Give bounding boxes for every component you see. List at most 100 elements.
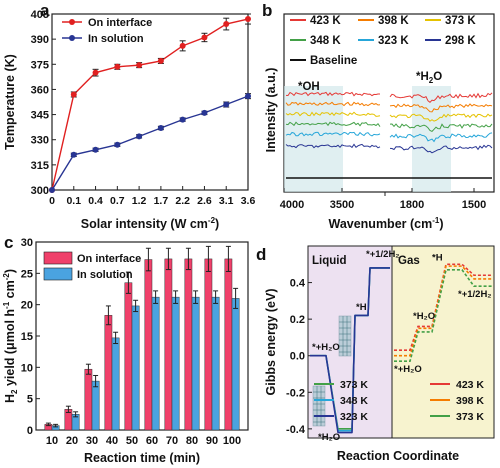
state-label-liquid-h2o: *H₂O <box>318 432 340 443</box>
x-tick-label-c: 100 <box>223 435 241 447</box>
bar-0 <box>144 259 153 431</box>
bar-0 <box>124 282 133 431</box>
legend-label-c-solution: In solution <box>77 269 133 281</box>
panel-d: d Liquid Gas -0.4 -0.2 0.0 0.2 0.4 Gibbs ene… <box>256 245 495 463</box>
legend-label-d-liquid: 348 K <box>340 395 368 407</box>
oh-annotation: *OH <box>298 81 320 93</box>
data-point <box>157 124 164 131</box>
y-tick-label-c: 30 <box>21 237 33 249</box>
data-point <box>223 101 230 108</box>
spectrum-left-4 <box>285 131 381 137</box>
y-tick-label-d: -0.4 <box>286 424 306 436</box>
data-point <box>70 151 77 158</box>
bar-1 <box>131 305 140 431</box>
legend-label-d-gas: 373 K <box>456 411 484 423</box>
data-point <box>179 42 186 49</box>
data-point <box>70 91 77 98</box>
x-tick-label-c: 70 <box>166 435 178 447</box>
legend-label-solution: In solution <box>88 33 144 45</box>
state-label-gas-start: *+H₂O <box>394 364 422 375</box>
panel-label-a: a <box>40 1 50 20</box>
legend-label-d-liquid: 323 K <box>340 411 368 423</box>
legend-label-d-gas: 423 K <box>456 379 484 391</box>
legend-label-b: 298 K <box>445 35 476 47</box>
x-tick-label-c: 60 <box>146 435 158 447</box>
legend-label-d-gas: 398 K <box>456 395 484 407</box>
bar-1 <box>111 337 120 431</box>
x-axis-label-d: Reaction Coordinate <box>337 449 459 463</box>
y-tick-label-a: 375 <box>31 59 49 71</box>
x-tick-label-b: 1500 <box>462 199 486 211</box>
spectrum-right-2 <box>389 113 493 122</box>
x-tick-label-a: 1.2 <box>132 195 147 207</box>
energy-path-gas-2 <box>394 268 492 362</box>
legend-marker-solution <box>69 35 75 41</box>
state-label-liquid-end: *+1/2H₂ <box>366 249 400 260</box>
spectrum-right-5 <box>389 144 493 154</box>
spectrum-right-4 <box>389 132 493 143</box>
y-tick-label-a: 315 <box>31 160 49 172</box>
bar-1 <box>191 296 200 431</box>
panel-a: a 300 315 330 345 360 375 390 405 0 0.1 0.4 0.7 1.2… <box>3 1 255 231</box>
y-tick-label-a: 390 <box>31 34 49 46</box>
y-axis-label-c: H2 yield (μmol h-1 cm-2) <box>2 269 19 403</box>
h2o-annotation: *H2O <box>416 71 442 85</box>
x-tick-label-c: 40 <box>106 435 118 447</box>
legend-swatch-c-interface <box>43 251 73 265</box>
y-tick-label-a: 330 <box>31 135 49 147</box>
y-tick-label-a: 360 <box>31 84 49 96</box>
x-tick-label-a: 2.6 <box>197 195 212 207</box>
spectrum-left-2 <box>285 111 381 117</box>
y-tick-label-c: 20 <box>21 300 33 312</box>
series-line-1 <box>51 95 249 191</box>
legend-label-interface: On interface <box>88 17 152 29</box>
energy-path-liquid-2 <box>310 267 390 434</box>
x-tick-label-b: 1800 <box>400 199 424 211</box>
y-axis-label-d: Gibbs energy (eV) <box>264 289 278 396</box>
bar-0 <box>164 258 173 431</box>
data-point <box>92 69 99 76</box>
bar-1 <box>171 296 180 431</box>
x-tick-label-c: 80 <box>186 435 198 447</box>
x-tick-label-a: 0.4 <box>88 195 103 207</box>
y-tick-label-d: -0.2 <box>286 387 305 399</box>
x-tick-label-b: 3500 <box>330 199 354 211</box>
x-tick-label-c: 20 <box>66 435 78 447</box>
panel-label-c: c <box>4 233 13 252</box>
data-point <box>201 34 208 41</box>
section-label-gas: Gas <box>398 255 420 267</box>
energy-path-gas-1 <box>394 265 492 357</box>
spectrum-left-1 <box>285 101 381 107</box>
x-tick-label-c: 90 <box>206 435 218 447</box>
bar-1 <box>211 296 220 431</box>
legend-label-b: 423 K <box>310 15 341 27</box>
data-point <box>157 57 164 64</box>
oh-band-shading <box>284 86 343 192</box>
section-label-liquid: Liquid <box>312 255 347 267</box>
x-tick-label-c: 50 <box>126 435 138 447</box>
y-axis-label-b: Intensity (a.u.) <box>264 68 278 153</box>
y-tick-label-a: 405 <box>31 9 49 21</box>
legend-label-b: 323 K <box>378 35 409 47</box>
data-point <box>245 93 251 100</box>
legend-label-d-liquid: 373 K <box>340 379 368 391</box>
spectrum-left-5 <box>285 143 381 149</box>
spectrum-left-0 <box>285 91 380 97</box>
x-tick-label-a: 2.2 <box>175 195 190 207</box>
spectrum-right-0 <box>389 92 493 103</box>
x-tick-label-a: 0.7 <box>110 195 125 207</box>
legend-swatch-c-solution <box>43 267 73 281</box>
panel-label-d: d <box>256 245 266 264</box>
y-tick-label-a: 345 <box>31 110 49 122</box>
y-axis-label-a: Temperature (K) <box>3 54 17 150</box>
data-point <box>114 63 121 70</box>
legend-label-b: 348 K <box>310 35 341 47</box>
legend-marker-interface <box>69 19 75 25</box>
legend-label-b: 398 K <box>378 15 409 27</box>
bar-0 <box>204 258 213 431</box>
data-point <box>245 16 251 23</box>
series-line-0 <box>51 18 249 191</box>
x-tick-label-c: 30 <box>86 435 98 447</box>
data-point <box>223 21 230 28</box>
panel-c: c 0 5 10 15 20 25 30 10 20 30 40 50 60 70 80 90 100 H2 … <box>2 233 249 465</box>
